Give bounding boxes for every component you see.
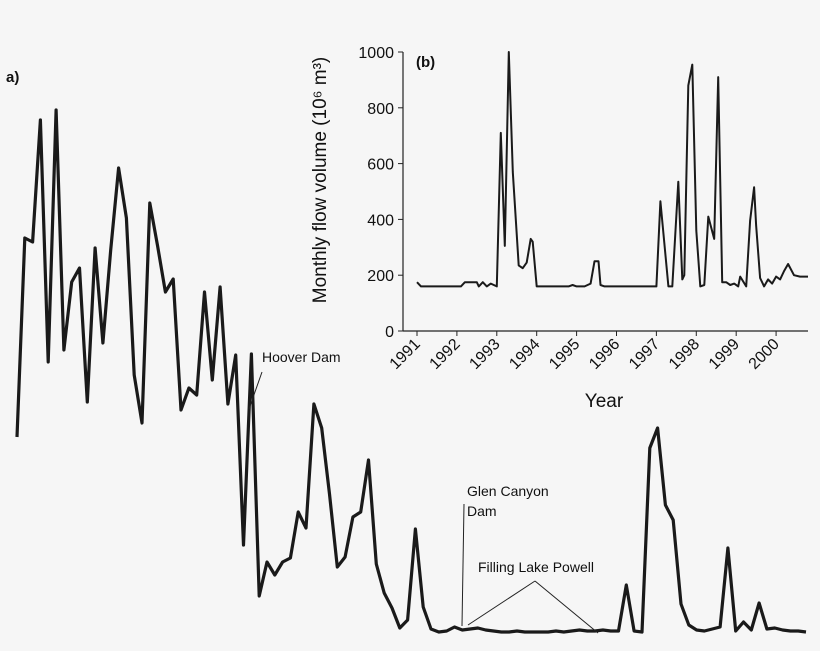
hoover-dam-label: Hoover Dam	[262, 349, 341, 365]
b-x-tick-label: 1993	[466, 336, 503, 373]
b-x-tick-label: 1997	[626, 336, 663, 373]
b-y-tick-label: 600	[367, 157, 394, 174]
b-x-tick-label: 1998	[666, 336, 703, 373]
b-y-ticks: 0 200 400 600 800 1000	[358, 45, 403, 341]
b-x-ticks: 1991 1992 1993 1994 1995 1996 1997 1998 1999 2000	[387, 331, 783, 373]
b-x-tick-label: 1992	[427, 336, 464, 373]
b-x-axis-title: Year	[585, 391, 624, 412]
panel-b-line	[416, 51, 808, 288]
lake-powell-label: Filling Lake Powell	[478, 559, 594, 575]
glen-canyon-leader	[461, 503, 465, 627]
b-y-tick-label: 1000	[358, 45, 394, 62]
glen-canyon-label-line1: Glen Canyon	[467, 483, 549, 499]
b-y-tick-label: 400	[367, 212, 394, 229]
glen-canyon-label-line2: Dam	[467, 503, 497, 519]
b-y-axis-title: Monthly flow volume (10⁶ m³)	[310, 57, 331, 303]
lake-powell-leader-left	[467, 580, 536, 626]
panel-a-series	[15, 108, 807, 634]
lake-powell-leader-right	[534, 580, 599, 634]
panel-a-label: a)	[6, 69, 19, 86]
panel-b-series	[416, 51, 808, 288]
b-x-tick-label: 1999	[706, 336, 743, 373]
hoover-dam-leader	[248, 371, 263, 410]
b-y-tick-label: 800	[367, 101, 394, 118]
b-x-tick-label: 1996	[586, 336, 623, 373]
b-y-tick-label: 200	[367, 268, 394, 285]
b-x-tick-label: 1994	[506, 336, 543, 373]
b-y-tick-label: 0	[385, 324, 394, 341]
panel-b-label: (b)	[416, 54, 435, 71]
panel-a: a) Hoover Dam Glen Canyon Dam Filling La…	[6, 69, 807, 634]
b-x-tick-label: 1995	[546, 336, 583, 373]
b-x-tick-label: 1991	[387, 336, 424, 373]
panel-a-line	[15, 108, 807, 634]
b-x-tick-label: 2000	[746, 336, 783, 373]
